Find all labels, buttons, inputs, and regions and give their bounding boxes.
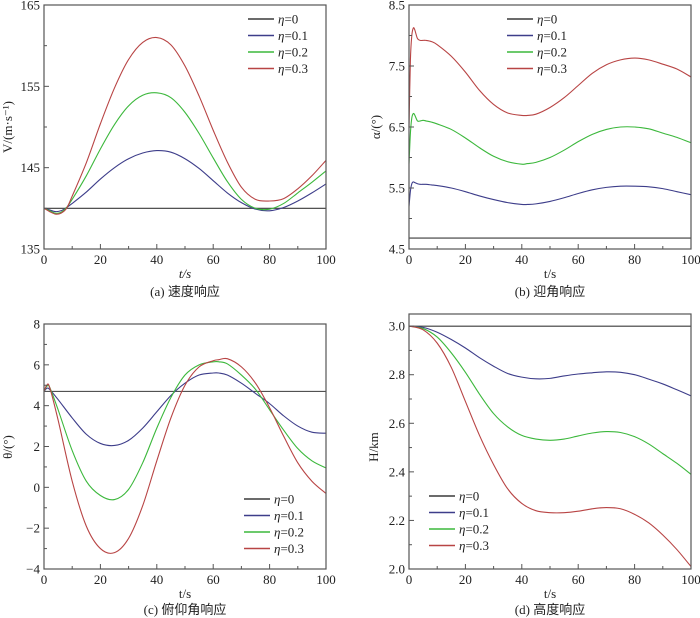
y-tick-label: 3.0 [389, 319, 405, 334]
series-line-eta02 [43, 360, 327, 501]
y-tick-label: 4.5 [389, 242, 405, 257]
x-tick-label: 60 [572, 572, 585, 587]
y-axis-label: α/(°) [368, 115, 383, 139]
x-tick-label: 40 [515, 572, 528, 587]
series-line-eta01 [408, 325, 692, 397]
x-axis-label: t/s [544, 586, 556, 601]
x-axis-label: t/s [179, 586, 191, 601]
x-tick-label: 60 [572, 252, 585, 267]
series-line-eta03 [43, 36, 327, 215]
x-tick-label: 80 [263, 252, 276, 267]
legend-label: η=0 [274, 492, 294, 507]
legend-label: η=0.3 [274, 541, 304, 556]
y-tick-label: 5.5 [389, 181, 405, 196]
x-tick-label: 20 [94, 572, 107, 587]
y-tick-label: 2.6 [389, 416, 406, 431]
x-tick-label: 40 [515, 252, 528, 267]
y-tick-label: 165 [21, 0, 41, 13]
x-tick-label: 100 [681, 252, 700, 267]
x-axis-label: t/s [179, 266, 191, 281]
series-line-eta02 [408, 325, 692, 475]
y-tick-label: −4 [26, 562, 40, 577]
caption: (d) 高度响应 [515, 602, 585, 617]
legend-label: η=0.2 [274, 525, 304, 540]
x-tick-label: 0 [41, 572, 48, 587]
series-line-eta03 [408, 325, 692, 567]
x-tick-label: 0 [406, 252, 413, 267]
y-tick-label: −2 [26, 521, 40, 536]
legend: η=0η=0.1 η=0.2η=0.3 [244, 492, 304, 556]
x-tick-label: 100 [316, 252, 336, 267]
caption: (b) 迎角响应 [515, 284, 585, 299]
y-tick-label: 155 [21, 79, 41, 94]
caption: (c) 俯仰角响应 [144, 602, 227, 617]
y-tick-label: 6 [34, 357, 41, 372]
legend: η=0η=0.1 η=0.2η=0.3 [248, 12, 308, 76]
legend-label: η=0.1 [278, 28, 308, 43]
y-tick-label: 0 [34, 480, 41, 495]
panel-b: 0 20 40 60 80 100 4.5 5.5 6.5 7.5 8.5 t/s α/(°) (b… [368, 0, 700, 299]
x-tick-label: 80 [263, 572, 276, 587]
x-tick-label: 60 [207, 572, 220, 587]
x-tick-label: 60 [207, 252, 220, 267]
y-tick-label: 2.4 [389, 464, 406, 479]
y-tick-label: 7.5 [389, 59, 405, 74]
legend: η=0η=0.1 η=0.2η=0.3 [429, 489, 489, 553]
series-line-eta01 [43, 372, 327, 447]
y-tick-label: 135 [21, 242, 41, 257]
x-tick-label: 20 [459, 572, 472, 587]
legend-label: η=0 [278, 12, 298, 27]
series-line-eta03 [408, 27, 692, 128]
x-tick-label: 80 [628, 572, 641, 587]
legend-label: η=0.2 [537, 45, 567, 60]
y-tick-label: 2.0 [389, 562, 405, 577]
y-axis-label: V/(m·s⁻¹) [0, 101, 15, 153]
legend-label: η=0.3 [537, 61, 567, 76]
x-tick-label: 40 [150, 572, 163, 587]
y-tick-label: 2 [34, 439, 41, 454]
y-tick-label: 145 [21, 160, 41, 175]
y-tick-label: 2.8 [389, 367, 405, 382]
legend-label: η=0 [459, 489, 479, 504]
y-tick-label: 2.2 [389, 513, 405, 528]
legend-label: η=0.1 [459, 505, 489, 520]
series-line-eta03 [43, 357, 327, 554]
x-tick-label: 100 [316, 572, 336, 587]
x-tick-label: 100 [681, 572, 700, 587]
series-line-eta02 [408, 112, 692, 165]
x-axis-label: t/s [544, 266, 556, 281]
x-tick-label: 0 [406, 572, 413, 587]
legend-label: η=0.3 [459, 538, 489, 553]
x-tick-label: 0 [41, 252, 48, 267]
legend-label: η=0 [537, 12, 557, 27]
panel-c: 0 20 40 60 80 100 −4 −2 0 2 4 6 8 t/s θ/(°) (c) 俯仰角响… [0, 317, 336, 618]
y-tick-label: 4 [34, 398, 41, 413]
legend-label: η=0.1 [274, 508, 304, 523]
y-tick-label: 6.5 [389, 120, 405, 135]
y-tick-label: 8 [34, 317, 41, 332]
legend-label: η=0.2 [278, 45, 308, 60]
series-line-eta01 [43, 150, 327, 213]
caption: (a) 速度响应 [150, 284, 220, 299]
y-tick-label: 8.5 [389, 0, 405, 13]
x-tick-label: 20 [459, 252, 472, 267]
legend: η=0η=0.1 η=0.2η=0.3 [507, 12, 567, 76]
y-axis-label: H/km [366, 432, 381, 462]
series-line-eta02 [43, 92, 327, 214]
panel-a: 0 20 40 60 80 100 135 145 155 165 t/s V/(m·s⁻¹) (… [0, 0, 336, 299]
x-tick-label: 40 [150, 252, 163, 267]
legend-label: η=0.3 [278, 61, 308, 76]
x-tick-label: 20 [94, 252, 107, 267]
y-axis-label: θ/(°) [0, 435, 15, 459]
x-tick-label: 80 [628, 252, 641, 267]
series-line-eta01 [408, 181, 692, 207]
legend-label: η=0.1 [537, 28, 567, 43]
legend-label: η=0.2 [459, 522, 489, 537]
